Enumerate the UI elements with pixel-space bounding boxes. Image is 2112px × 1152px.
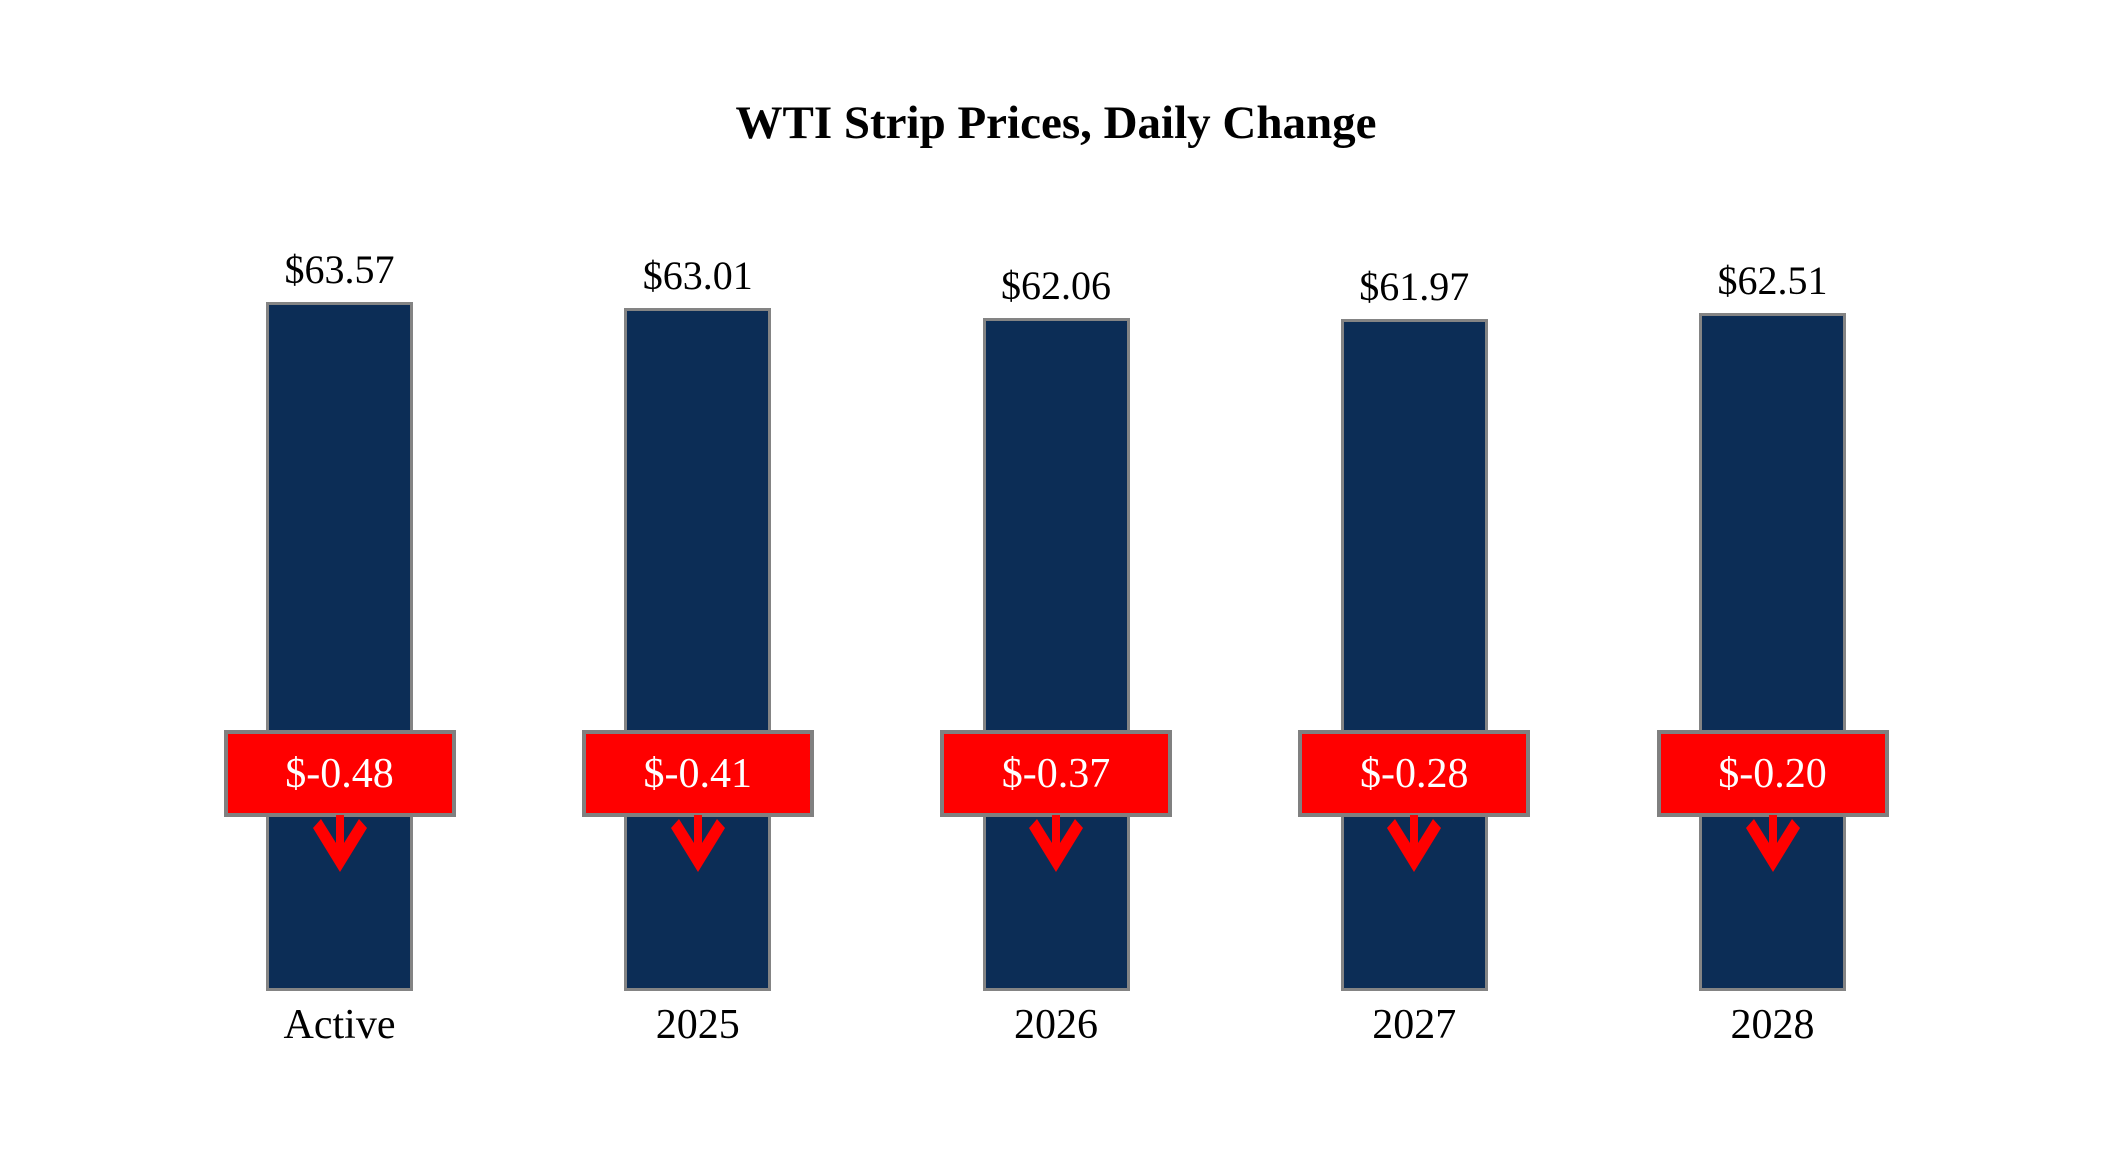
- category-label: 2025: [655, 1002, 740, 1048]
- change-label: $-0.28: [1360, 750, 1469, 797]
- bar: [982, 318, 1130, 991]
- change-label: $-0.37: [1001, 750, 1111, 797]
- down-arrow-icon: [1384, 815, 1444, 873]
- category-label: 2027: [1372, 1002, 1457, 1048]
- change-box: $-0.37: [940, 730, 1172, 817]
- change-label: $-0.20: [1718, 750, 1827, 797]
- chart-title: WTI Strip Prices, Daily Change: [735, 97, 1377, 149]
- change-box: $-0.20: [1656, 730, 1889, 817]
- category-label: Active: [283, 1002, 396, 1048]
- category-label: 2028: [1730, 1002, 1815, 1048]
- change-box: $-0.48: [223, 730, 456, 817]
- category-label: 2026: [1014, 1002, 1098, 1048]
- price-label: $63.57: [284, 246, 395, 292]
- bar: [1340, 319, 1488, 991]
- change-label: $-0.41: [643, 750, 753, 797]
- down-arrow-icon: [1743, 815, 1803, 873]
- change-label: $-0.48: [285, 750, 394, 797]
- change-box: $-0.41: [581, 730, 814, 817]
- price-label: $62.51: [1717, 258, 1828, 304]
- down-arrow-icon: [668, 815, 728, 873]
- bar: [1699, 313, 1846, 991]
- change-box: $-0.28: [1298, 730, 1531, 817]
- down-arrow-icon: [310, 815, 370, 873]
- down-arrow-icon: [1026, 815, 1086, 873]
- bar: [266, 301, 413, 991]
- price-label: $62.06: [1001, 263, 1111, 309]
- price-label: $63.01: [642, 252, 753, 298]
- bar: [624, 307, 772, 991]
- price-label: $61.97: [1359, 264, 1470, 310]
